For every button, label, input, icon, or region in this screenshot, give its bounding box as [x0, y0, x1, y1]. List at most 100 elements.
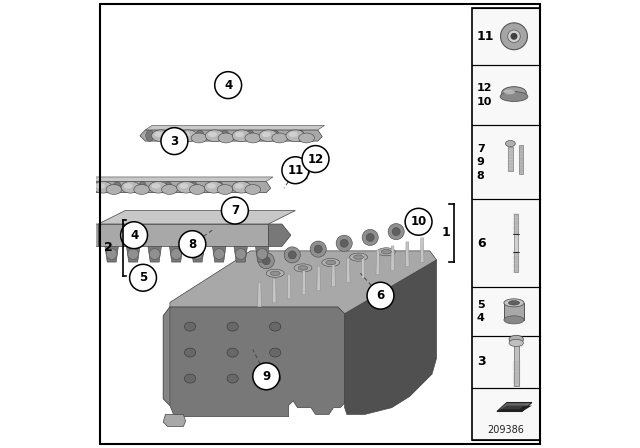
Polygon shape [499, 403, 527, 409]
Ellipse shape [149, 181, 168, 193]
Ellipse shape [322, 258, 340, 267]
Text: 7: 7 [231, 204, 239, 217]
Ellipse shape [294, 264, 312, 272]
Ellipse shape [509, 335, 524, 343]
Text: 11: 11 [287, 164, 303, 177]
Polygon shape [269, 224, 291, 246]
Polygon shape [361, 254, 365, 279]
Polygon shape [391, 246, 394, 271]
Circle shape [310, 241, 326, 257]
Ellipse shape [353, 255, 364, 259]
Ellipse shape [289, 132, 298, 137]
Polygon shape [99, 211, 296, 224]
Polygon shape [345, 260, 436, 414]
Circle shape [500, 23, 527, 50]
Ellipse shape [113, 181, 121, 193]
Ellipse shape [299, 133, 314, 143]
Ellipse shape [162, 185, 177, 194]
Text: 3: 3 [477, 355, 485, 368]
Ellipse shape [504, 90, 515, 95]
Ellipse shape [246, 130, 254, 142]
Ellipse shape [93, 181, 112, 193]
Polygon shape [163, 414, 186, 426]
Polygon shape [504, 303, 524, 320]
Polygon shape [258, 282, 261, 307]
Text: 7: 7 [477, 144, 484, 154]
Circle shape [253, 363, 280, 390]
Circle shape [362, 229, 378, 246]
Circle shape [392, 228, 400, 236]
Polygon shape [82, 181, 271, 193]
Ellipse shape [196, 130, 204, 142]
Ellipse shape [227, 322, 238, 331]
Ellipse shape [502, 87, 526, 99]
Polygon shape [332, 262, 335, 287]
Text: 5: 5 [477, 300, 484, 310]
Circle shape [284, 247, 300, 263]
Ellipse shape [326, 260, 336, 265]
Ellipse shape [171, 130, 179, 142]
Ellipse shape [508, 301, 520, 305]
Circle shape [161, 128, 188, 155]
Text: 209386: 209386 [488, 425, 524, 435]
Polygon shape [105, 246, 118, 262]
Circle shape [236, 249, 246, 259]
Ellipse shape [207, 183, 216, 189]
Ellipse shape [106, 185, 122, 194]
Polygon shape [515, 234, 518, 252]
Polygon shape [317, 266, 321, 291]
Circle shape [149, 249, 160, 259]
Circle shape [388, 224, 404, 240]
Ellipse shape [259, 130, 278, 142]
Circle shape [106, 249, 117, 259]
Polygon shape [148, 246, 161, 262]
Ellipse shape [179, 183, 188, 189]
Ellipse shape [262, 132, 271, 137]
Text: 12: 12 [477, 83, 492, 94]
Polygon shape [163, 307, 170, 405]
Ellipse shape [245, 133, 260, 143]
FancyBboxPatch shape [472, 8, 540, 440]
Polygon shape [520, 145, 523, 174]
Circle shape [179, 231, 206, 258]
Polygon shape [302, 270, 306, 295]
Text: 4: 4 [477, 313, 484, 323]
Circle shape [130, 264, 157, 291]
Ellipse shape [164, 181, 172, 193]
Ellipse shape [184, 348, 196, 357]
Ellipse shape [96, 183, 105, 189]
Ellipse shape [298, 266, 308, 270]
Ellipse shape [296, 130, 305, 142]
Text: 3: 3 [170, 134, 179, 148]
Ellipse shape [146, 130, 154, 142]
Ellipse shape [121, 181, 140, 193]
Ellipse shape [270, 271, 280, 276]
Ellipse shape [286, 130, 305, 142]
Text: 4: 4 [224, 78, 232, 92]
Polygon shape [170, 251, 436, 314]
Polygon shape [273, 278, 276, 303]
Text: 6: 6 [477, 237, 485, 250]
Circle shape [171, 249, 182, 259]
Ellipse shape [232, 130, 251, 142]
Ellipse shape [227, 348, 238, 357]
Ellipse shape [500, 92, 528, 102]
Ellipse shape [134, 185, 150, 194]
Circle shape [128, 249, 139, 259]
Ellipse shape [189, 185, 205, 194]
Ellipse shape [506, 141, 515, 147]
Polygon shape [72, 224, 99, 246]
Polygon shape [420, 238, 424, 263]
Ellipse shape [218, 133, 234, 143]
Ellipse shape [221, 130, 229, 142]
Polygon shape [508, 147, 513, 172]
Polygon shape [406, 242, 409, 267]
Circle shape [314, 245, 323, 253]
Ellipse shape [124, 183, 132, 189]
Ellipse shape [184, 322, 196, 331]
Ellipse shape [217, 185, 233, 194]
Circle shape [336, 235, 352, 251]
Ellipse shape [227, 374, 238, 383]
Polygon shape [497, 402, 532, 411]
Ellipse shape [184, 374, 196, 383]
